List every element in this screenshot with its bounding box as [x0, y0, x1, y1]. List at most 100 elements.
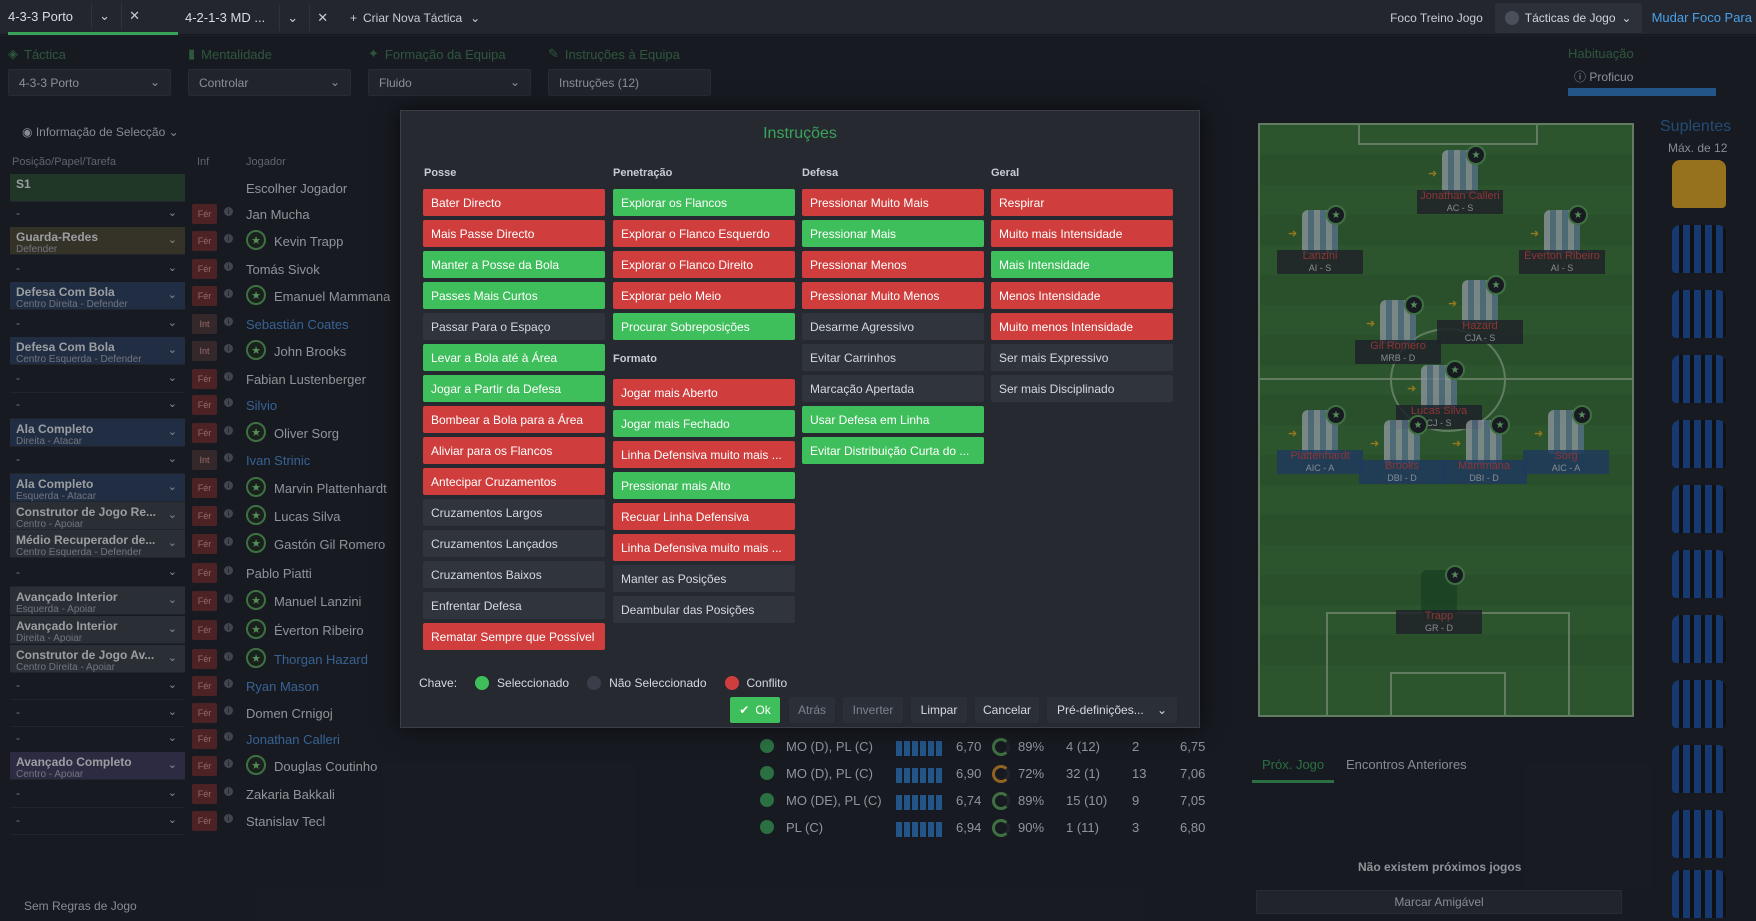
chevron-down-icon[interactable]: ⌄: [167, 317, 177, 329]
player-name[interactable]: Jonathan Calleri: [246, 732, 340, 747]
position-role-cell[interactable]: Construtor de Jogo Av... Centro Direita -…: [10, 645, 185, 673]
instruction-button[interactable]: Pressionar Muito Mais: [802, 189, 984, 216]
bench-shirt-icon[interactable]: [1672, 290, 1726, 338]
info-icon[interactable]: i: [224, 317, 233, 326]
chevron-down-icon[interactable]: ⌄: [167, 509, 177, 521]
tab-previous-meetings[interactable]: Encontros Anteriores: [1346, 757, 1467, 772]
table-row[interactable]: - ⌄ Fér i Zakaria Bakkali: [10, 780, 410, 808]
instruction-button[interactable]: Linha Defensiva muito mais ...: [613, 534, 795, 561]
instruction-button[interactable]: Jogar mais Fechado: [613, 410, 795, 437]
player-name[interactable]: Lucas Silva: [274, 509, 341, 524]
instruction-button[interactable]: Passar Para o Espaço: [423, 313, 605, 340]
instruction-button[interactable]: Cruzamentos Lançados: [423, 530, 605, 557]
player-name[interactable]: Jan Mucha: [246, 207, 310, 222]
chevron-down-icon[interactable]: ⌄: [167, 262, 177, 274]
tab-tactic-1[interactable]: 4-3-3 Porto ⌄ ✕: [8, 0, 178, 35]
instruction-button[interactable]: Mais Intensidade: [991, 251, 1173, 278]
position-role-cell[interactable]: S1: [10, 174, 185, 202]
position-role-cell[interactable]: - ⌄: [10, 391, 185, 419]
position-role-cell[interactable]: Defesa Com Bola Centro Direita - Defender…: [10, 282, 185, 310]
stats-row[interactable]: MO (D), PL (C) 6,90 72% 32 (1) 13 7,06: [760, 764, 1230, 786]
table-row[interactable]: - ⌄ Fér i Silvio: [10, 391, 410, 419]
chevron-down-icon[interactable]: ⌄: [167, 566, 177, 578]
chevron-down-icon[interactable]: ⌄: [167, 679, 177, 691]
chevron-down-icon[interactable]: ⌄: [167, 652, 177, 664]
player-name[interactable]: Douglas Coutinho: [274, 759, 378, 774]
team-instructions-button[interactable]: Instruções (12): [548, 69, 711, 96]
instruction-button[interactable]: Antecipar Cruzamentos: [423, 468, 605, 495]
instruction-button[interactable]: Deambular das Posições: [613, 596, 795, 623]
table-row[interactable]: Avançado Interior Esquerda - Apoiar ⌄ Fér i ★…: [10, 587, 410, 615]
instruction-button[interactable]: Evitar Distribuição Curta do ...: [802, 437, 984, 464]
info-icon[interactable]: i: [224, 372, 233, 381]
selection-info-dropdown[interactable]: ◉ Informação de Selecção ⌄: [22, 125, 179, 139]
info-icon[interactable]: i: [224, 787, 233, 796]
chevron-down-icon[interactable]: ⌄: [167, 344, 177, 356]
instruction-button[interactable]: Ser mais Expressivo: [991, 344, 1173, 371]
table-row[interactable]: - ⌄ Fér i Stanislav Tecl: [10, 807, 410, 835]
instruction-button[interactable]: Menos Intensidade: [991, 282, 1173, 309]
instruction-button[interactable]: Respirar: [991, 189, 1173, 216]
chevron-down-icon[interactable]: ⌄: [279, 4, 305, 31]
table-row[interactable]: Defesa Com Bola Centro Esquerda - Defende…: [10, 337, 410, 365]
info-icon[interactable]: i: [224, 537, 233, 546]
tab-next-match[interactable]: Próx. Jogo: [1262, 757, 1325, 772]
info-icon[interactable]: i: [224, 732, 233, 741]
player-name[interactable]: Fabian Lustenberger: [246, 372, 366, 387]
table-row[interactable]: Ala Completo Direita - Atacar ⌄ Fér i ★ Oliver…: [10, 419, 410, 447]
bench-shirt-icon[interactable]: [1672, 810, 1726, 858]
close-icon[interactable]: ✕: [121, 3, 147, 29]
column-header-position[interactable]: Posição/Papel/Tarefa: [12, 156, 116, 168]
table-row[interactable]: Avançado Interior Direita - Apoiar ⌄ Fér i ★ É…: [10, 616, 410, 644]
position-role-cell[interactable]: Ala Completo Direita - Atacar ⌄: [10, 419, 185, 447]
info-icon[interactable]: i: [224, 289, 233, 298]
stats-row[interactable]: MO (D), PL (C) 6,70 89% 4 (12) 2 6,75: [760, 737, 1230, 759]
chevron-down-icon[interactable]: ⌄: [167, 289, 177, 301]
instruction-button[interactable]: Desarme Agressivo: [802, 313, 984, 340]
chevron-down-icon[interactable]: ⌄: [167, 759, 177, 771]
position-role-cell[interactable]: - ⌄: [10, 699, 185, 727]
bench-shirt-icon[interactable]: [1672, 225, 1726, 273]
player-name[interactable]: Thorgan Hazard: [274, 652, 368, 667]
position-role-cell[interactable]: Avançado Completo Centro - Apoiar ⌄: [10, 752, 185, 780]
bench-shirt-icon[interactable]: [1672, 745, 1726, 793]
info-icon[interactable]: i: [224, 509, 233, 518]
table-row[interactable]: Construtor de Jogo Re... Centro - Apoiar ⌄…: [10, 502, 410, 530]
chevron-down-icon[interactable]: ⌄: [167, 732, 177, 744]
info-icon[interactable]: i: [224, 481, 233, 490]
tactic-dropdown[interactable]: 4-3-3 Porto ⌄: [8, 69, 171, 96]
instruction-button[interactable]: Explorar os Flancos: [613, 189, 795, 216]
instruction-button[interactable]: Explorar pelo Meio: [613, 282, 795, 309]
player-name[interactable]: Éverton Ribeiro: [274, 623, 364, 638]
table-row[interactable]: S1 Escolher Jogador: [10, 174, 410, 202]
instruction-button[interactable]: Jogar mais Aberto: [613, 379, 795, 406]
info-icon[interactable]: i: [224, 453, 233, 462]
instruction-button[interactable]: Pressionar Mais: [802, 220, 984, 247]
instruction-button[interactable]: Bater Directo: [423, 189, 605, 216]
match-tactics-dropdown[interactable]: Tácticas de Jogo ⌄: [1494, 2, 1642, 33]
bench-shirt-icon[interactable]: [1672, 870, 1726, 918]
clear-button[interactable]: Limpar: [911, 697, 967, 723]
instruction-button[interactable]: Passes Mais Curtos: [423, 282, 605, 309]
player-name[interactable]: Ryan Mason: [246, 679, 319, 694]
chevron-down-icon[interactable]: ⌄: [167, 706, 177, 718]
position-role-cell[interactable]: Avançado Interior Esquerda - Apoiar ⌄: [10, 587, 185, 615]
table-row[interactable]: Médio Recuperador de... Centro Esquerda -…: [10, 530, 410, 558]
position-role-cell[interactable]: Avançado Interior Direita - Apoiar ⌄: [10, 616, 185, 644]
instruction-button[interactable]: Explorar o Flanco Direito: [613, 251, 795, 278]
position-role-cell[interactable]: - ⌄: [10, 807, 185, 835]
tab-tactic-2[interactable]: 4-2-1-3 MD ... ⌄ ✕: [185, 0, 345, 35]
chevron-down-icon[interactable]: ⌄: [167, 426, 177, 438]
info-icon[interactable]: i: [224, 398, 233, 407]
player-name[interactable]: Sebastián Coates: [246, 317, 349, 332]
table-row[interactable]: - ⌄ Fér i Domen Crnigoj: [10, 699, 410, 727]
table-row[interactable]: - ⌄ Int i Ivan Strinic: [10, 446, 410, 474]
bench-shirt-icon[interactable]: [1672, 420, 1726, 468]
close-icon[interactable]: ✕: [309, 4, 335, 31]
change-focus-link[interactable]: Mudar Foco Para: [1651, 10, 1752, 25]
position-role-cell[interactable]: Ala Completo Esquerda - Atacar ⌄: [10, 474, 185, 502]
player-name[interactable]: Domen Crnigoj: [246, 706, 333, 721]
instruction-button[interactable]: Pressionar Menos: [802, 251, 984, 278]
column-header-player[interactable]: Jogador: [246, 156, 286, 168]
info-icon[interactable]: i: [224, 426, 233, 435]
